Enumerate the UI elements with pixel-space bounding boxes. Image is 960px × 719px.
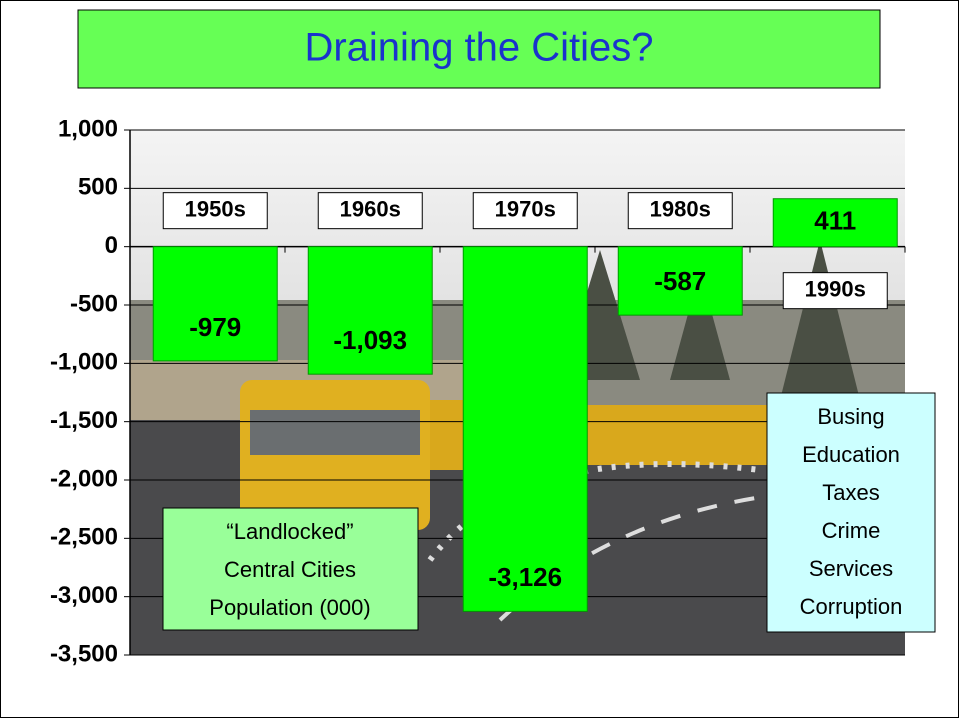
data-label: 411 <box>814 206 856 236</box>
x-tick-label: 1990s <box>805 276 866 301</box>
annotation-line: Crime <box>822 518 881 543</box>
bar <box>463 247 587 612</box>
chart-title: Draining the Cities? <box>304 26 653 70</box>
x-tick-label: 1980s <box>650 196 711 221</box>
x-tick-label: 1950s <box>185 196 246 221</box>
y-tick-label: -1,500 <box>50 407 118 434</box>
y-tick-label: 500 <box>78 174 118 201</box>
data-label: -979 <box>189 312 241 342</box>
slide: Draining the Cities? 1,000 500 0 -500 -1,000… <box>0 0 960 719</box>
annotation-line: Services <box>809 556 893 581</box>
bar <box>153 247 277 361</box>
y-tick-label: -2,000 <box>50 465 118 492</box>
data-label: -587 <box>654 266 706 296</box>
x-tick-label: 1960s <box>340 196 401 221</box>
x-tick-label: 1970s <box>495 196 556 221</box>
annotation-left: “Landlocked” Central Cities Population (… <box>163 508 418 630</box>
y-tick-label: -2,500 <box>50 524 118 551</box>
annotation-line: Busing <box>817 404 884 429</box>
y-tick-label: 0 <box>105 232 118 259</box>
annotation-right: Busing Education Taxes Crime Services Co… <box>767 393 935 632</box>
y-tick-label: 1,000 <box>58 115 118 142</box>
annotation-line: Taxes <box>822 480 879 505</box>
page: Draining the Cities? 1,000 500 0 -500 -1,000… <box>0 0 960 719</box>
annotation-line: “Landlocked” <box>226 519 353 544</box>
y-tick-label: -500 <box>70 290 118 317</box>
data-label: -1,093 <box>333 325 407 355</box>
annotation-line: Population (000) <box>209 595 370 620</box>
annotation-line: Corruption <box>800 594 903 619</box>
y-tick-label: -3,000 <box>50 582 118 609</box>
y-tick-label: -3,500 <box>50 640 118 667</box>
y-tick-label: -1,000 <box>50 349 118 376</box>
data-label: -3,126 <box>488 562 562 592</box>
annotation-line: Education <box>802 442 900 467</box>
annotation-line: Central Cities <box>224 557 356 582</box>
